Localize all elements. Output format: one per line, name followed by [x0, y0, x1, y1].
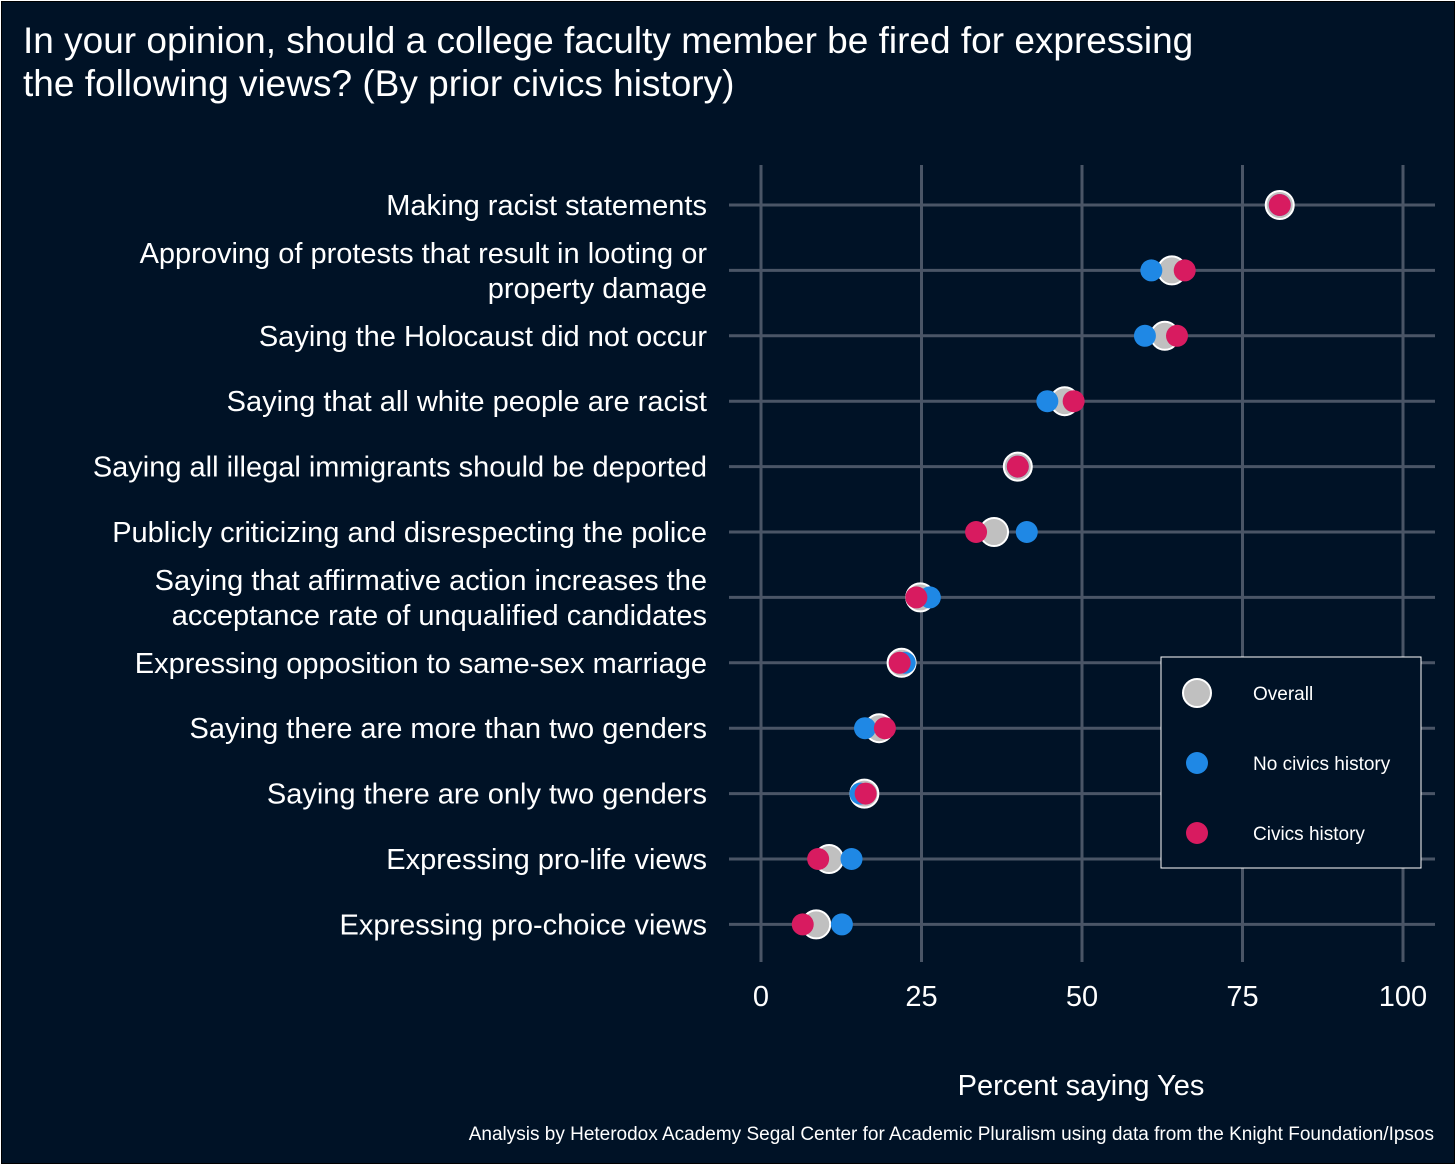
category-labels: Making racist statements Approving of pro… — [93, 190, 708, 941]
dot-no-civics-history — [1036, 390, 1059, 413]
category-label: Saying that all white people are racist — [227, 386, 707, 418]
dot-civics-history — [1006, 455, 1029, 478]
legend-overall-swatch — [1182, 678, 1212, 708]
dot-civics-history — [965, 521, 988, 543]
dot-no-civics-history — [1140, 259, 1163, 282]
x-tick-label: 25 — [905, 981, 937, 1013]
chart-title-line-2: the following views? (By prior civics hi… — [23, 63, 734, 104]
dot-civics-history — [1166, 324, 1189, 347]
dot-civics-history — [1062, 390, 1085, 413]
x-tick-label: 100 — [1379, 981, 1427, 1013]
dot-civics-history — [888, 651, 911, 674]
category-label: Making racist statements — [386, 190, 707, 222]
dot-civics-history — [791, 913, 814, 936]
category-label: property damage — [488, 273, 707, 305]
dot-no-civics-history — [840, 848, 863, 870]
legend-civics-swatch — [1186, 822, 1208, 844]
dot-no-civics-history — [1133, 324, 1156, 347]
legend-no-civics-swatch — [1186, 752, 1208, 774]
source-caption: Analysis by Heterodox Academy Segal Cent… — [469, 1124, 1434, 1145]
dot-civics-history — [854, 782, 877, 805]
category-label: Saying the Holocaust did not occur — [259, 321, 707, 353]
dot-no-civics-history — [854, 717, 877, 740]
category-label: Saying there are more than two genders — [190, 713, 707, 745]
dot-civics-history — [807, 848, 830, 870]
x-tick-label: 0 — [753, 981, 769, 1013]
category-label: Saying there are only two genders — [267, 779, 707, 811]
x-axis-title: Percent saying Yes — [958, 1070, 1205, 1102]
category-label: Saying that affirmative action increases… — [155, 565, 707, 597]
legend-civics-label: Civics history — [1253, 824, 1365, 845]
dot-civics-history — [873, 717, 896, 740]
chart-title-line-1: In your opinion, should a college facult… — [23, 20, 1193, 61]
x-tick-labels: 0 25 50 75 100 — [753, 981, 1427, 1013]
category-label: Publicly criticizing and disrespecting t… — [112, 517, 707, 549]
dot-civics-history — [1173, 259, 1196, 282]
dot-no-civics-history — [1015, 521, 1038, 543]
legend-no-civics-label: No civics history — [1253, 754, 1391, 775]
category-label: acceptance rate of unqualified candidate… — [172, 600, 707, 632]
category-label: Expressing pro-life views — [386, 844, 707, 876]
x-tick-label: 75 — [1226, 981, 1258, 1013]
dot-civics-history — [1268, 194, 1291, 216]
category-label: Expressing opposition to same-sex marria… — [135, 648, 707, 680]
x-tick-label: 50 — [1066, 981, 1098, 1013]
dot-civics-history — [905, 586, 928, 609]
data-points — [791, 190, 1295, 940]
dot-no-civics-history — [830, 913, 853, 936]
category-label: Expressing pro-choice views — [340, 909, 707, 941]
category-label: Approving of protests that result in loo… — [140, 238, 708, 270]
category-label: Saying all illegal immigrants should be … — [93, 452, 707, 484]
legend: Overall No civics history Civics history — [1160, 656, 1422, 869]
legend-overall-label: Overall — [1253, 684, 1313, 705]
